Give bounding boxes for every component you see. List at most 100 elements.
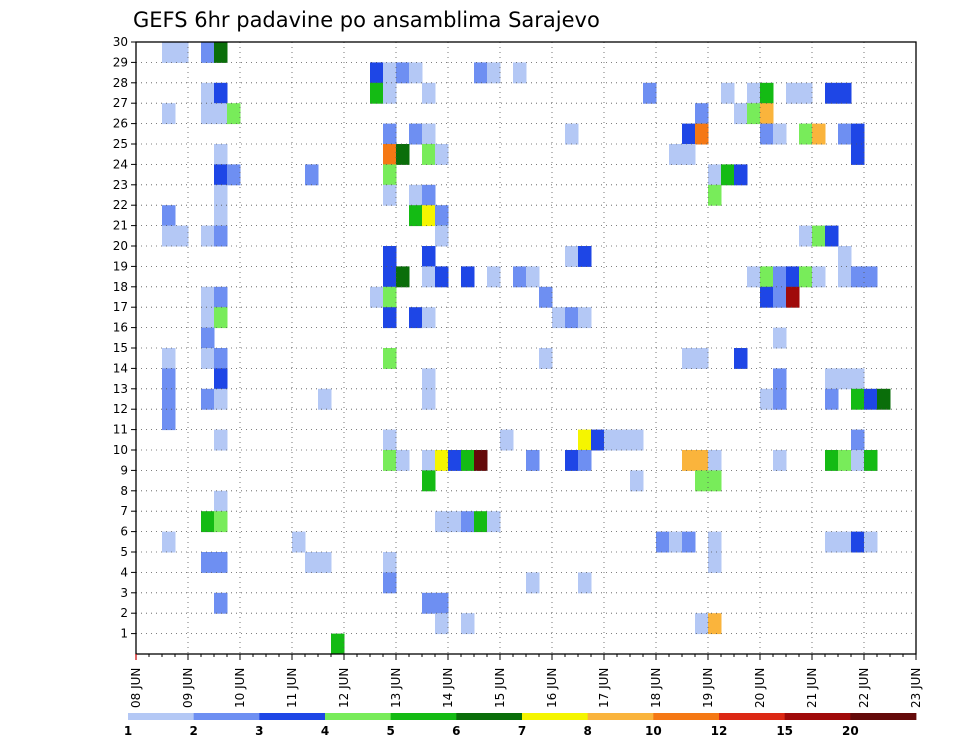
heatmap-cell: [799, 225, 813, 247]
heatmap-cell: [422, 592, 436, 614]
x-tick-label: 21 JUN: [805, 668, 819, 708]
y-tick-label: 3: [120, 586, 128, 600]
heatmap-cell: [578, 572, 592, 594]
heatmap-cell: [773, 388, 787, 410]
y-tick-label: 10: [113, 443, 128, 457]
heatmap-cell: [851, 266, 865, 288]
legend-label: 5: [386, 724, 394, 738]
heatmap-cell: [422, 144, 436, 165]
legend-label: 4: [321, 724, 329, 738]
heatmap-cell: [162, 368, 176, 390]
heatmap-cell: [760, 82, 774, 104]
heatmap-cell: [227, 103, 241, 125]
heatmap-cell: [474, 450, 488, 471]
heatmap-cell: [162, 348, 176, 369]
heatmap-cell: [201, 388, 215, 410]
heatmap-cell: [851, 368, 865, 390]
heatmap-cell: [838, 266, 852, 288]
y-tick-label: 30: [113, 35, 128, 49]
heatmap-cell: [214, 205, 228, 227]
heatmap-cell: [175, 42, 189, 63]
heatmap-cell: [513, 266, 527, 288]
heatmap-cell: [175, 225, 189, 247]
heatmap-cell: [812, 266, 826, 288]
y-tick-label: 19: [113, 259, 128, 273]
heatmap-cell: [565, 246, 579, 267]
heatmap-cell: [422, 307, 436, 329]
heatmap-cell: [695, 450, 709, 471]
heatmap-cell: [682, 450, 696, 471]
legend-swatch: [784, 713, 851, 720]
heatmap-cell: [214, 348, 228, 369]
y-tick-label: 12: [113, 402, 128, 416]
y-tick-label: 24: [113, 157, 128, 171]
heatmap-cell: [747, 266, 761, 288]
heatmap-cell: [799, 82, 813, 104]
heatmap-cell: [409, 205, 423, 227]
heatmap-cell: [162, 531, 176, 553]
heatmap-cell: [721, 164, 735, 186]
heatmap-cell: [838, 123, 852, 145]
heatmap-cell: [162, 42, 176, 63]
heatmap-cell: [838, 368, 852, 390]
heatmap-cell: [305, 552, 319, 573]
heatmap-cell: [435, 592, 449, 614]
y-tick-label: 16: [113, 321, 128, 335]
y-tick-label: 4: [120, 565, 128, 579]
heatmap-cell: [214, 388, 228, 410]
heatmap-cell: [383, 184, 397, 206]
legend-label: 15: [776, 724, 793, 738]
x-tick-label: 17 JUN: [597, 668, 611, 708]
heatmap-cell: [877, 388, 891, 410]
grid-lines: [136, 42, 916, 654]
heatmap-cell: [461, 511, 475, 533]
heatmap-cell: [396, 450, 410, 471]
heatmap-cell: [383, 307, 397, 329]
y-tick-label: 2: [120, 606, 128, 620]
heatmap-cell: [760, 388, 774, 410]
heatmap-cell: [370, 82, 384, 104]
heatmap-cell: [435, 613, 449, 635]
heatmap-cell: [851, 144, 865, 165]
heatmap-cell: [825, 82, 839, 104]
heatmap-cell: [760, 123, 774, 145]
heatmap-cell: [214, 225, 228, 247]
legend-label: 1: [124, 724, 132, 738]
heatmap-cell: [162, 225, 176, 247]
legend-swatch: [719, 713, 786, 720]
x-tick-label: 22 JUN: [857, 668, 871, 708]
x-tick-label: 20 JUN: [753, 668, 767, 708]
heatmap-cell: [214, 429, 228, 451]
y-tick-label: 8: [120, 484, 128, 498]
heatmap-cell: [708, 184, 722, 206]
heatmap-cell: [734, 348, 748, 369]
heatmap-cell: [448, 450, 462, 471]
x-tick-label: 11 JUN: [285, 668, 299, 708]
heatmap-cell: [864, 450, 878, 471]
heatmap-cell: [565, 307, 579, 329]
heatmap-cell: [461, 613, 475, 635]
heatmap-cell: [305, 164, 319, 186]
heatmap-cell: [409, 123, 423, 145]
heatmap-cell: [422, 266, 436, 288]
heatmap-cell: [422, 205, 436, 227]
heatmap-cell: [682, 144, 696, 165]
heatmap-cell: [825, 225, 839, 247]
y-tick-label: 27: [113, 96, 128, 110]
y-tick-label: 15: [113, 341, 128, 355]
heatmap-cell: [214, 511, 228, 533]
heatmap-cell: [318, 388, 332, 410]
heatmap-cell: [838, 246, 852, 267]
heatmap-cell: [708, 531, 722, 553]
y-tick-label: 9: [120, 463, 128, 477]
heatmap-cell: [292, 531, 306, 553]
heatmap-cell: [812, 123, 826, 145]
heatmap-cell: [487, 62, 501, 84]
x-tick-label: 23 JUN: [909, 668, 923, 708]
heatmap-cell: [786, 266, 800, 288]
y-tick-label: 5: [120, 545, 128, 559]
heatmap-cell: [383, 266, 397, 288]
heatmap-cell: [838, 82, 852, 104]
heatmap-cell: [734, 164, 748, 186]
heatmap-cell: [773, 368, 787, 390]
